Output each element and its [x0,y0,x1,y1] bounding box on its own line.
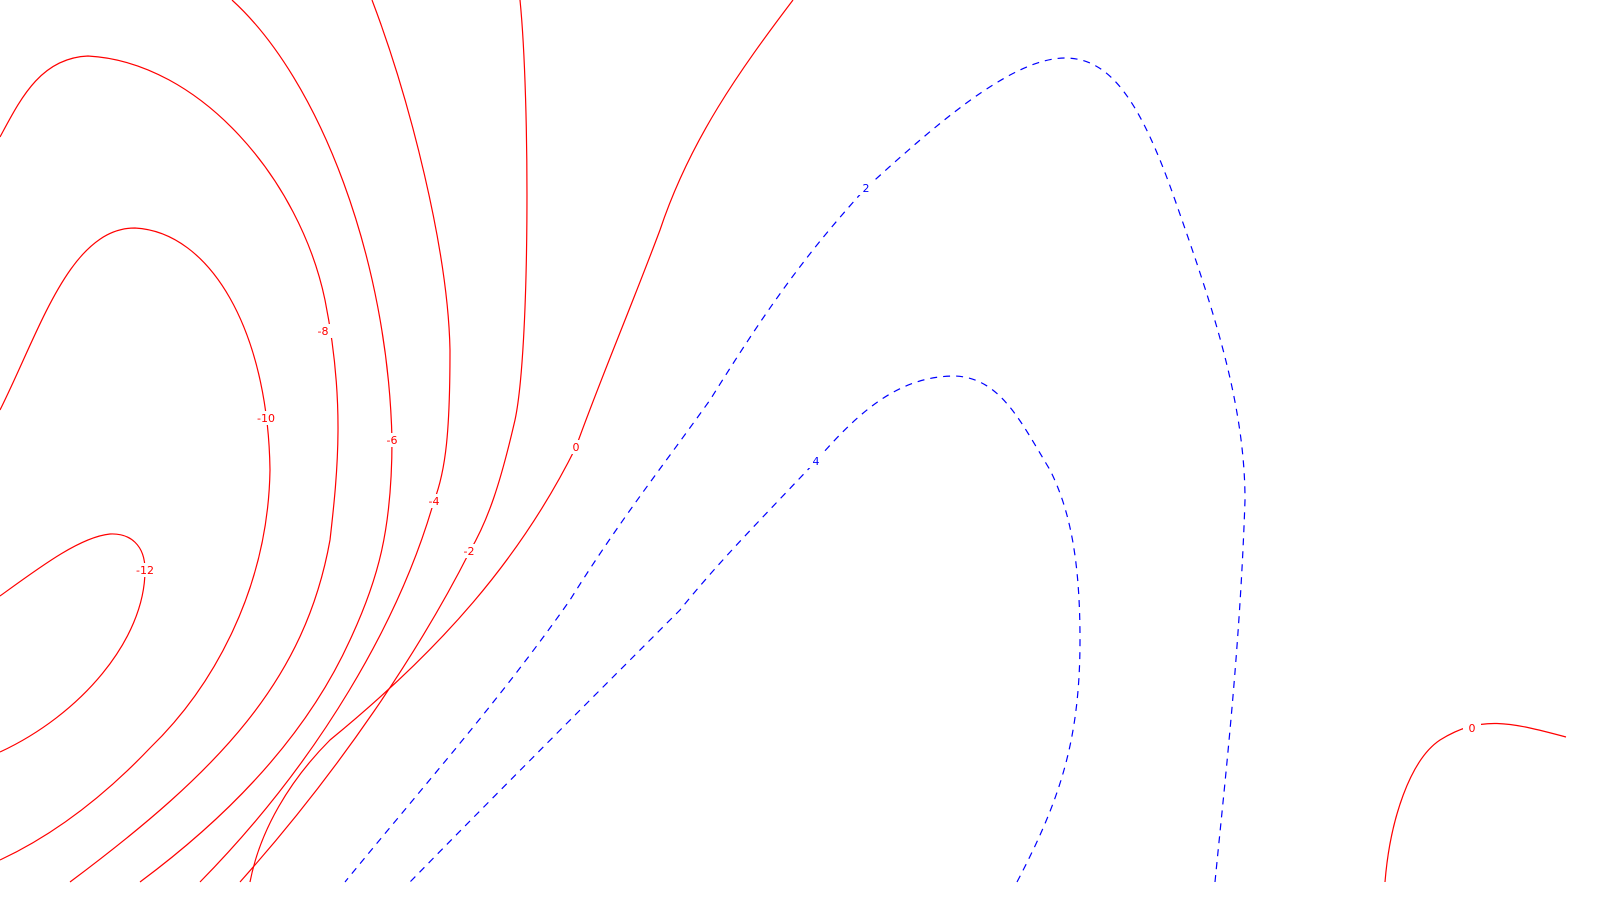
contour-label-bg-neg12 [136,563,154,577]
contour-line-neg2 [239,0,528,883]
contour-line-neg6 [139,0,393,883]
contour-label-bg-neg2 [460,544,478,558]
contour-label-neg12: -12 [136,564,154,577]
contour-labels: -12 -10 -8 -6 -4 -2 0 0 2 4 [136,181,1481,735]
contour-label-zero-a: 0 [573,441,580,454]
contour-label-neg8: -8 [318,325,329,338]
contour-label-bg-zero-b [1463,721,1481,735]
contour-label-neg6: -6 [387,434,398,447]
contour-line-neg10 [0,227,271,861]
contour-label-bg-neg6 [383,433,401,447]
contour-label-bg-pos2 [857,181,875,195]
contour-label-pos2: 2 [863,182,870,195]
contour-line-neg4 [199,0,451,883]
contour-label-bg-neg10 [257,411,275,425]
contour-line-zero-a [249,0,794,883]
contour-label-pos4: 4 [813,455,820,468]
contour-label-neg10: -10 [257,412,275,425]
contour-label-zero-b: 0 [1469,722,1476,735]
contour-line-neg12 [0,533,146,753]
contour-line-pos2 [344,57,1246,883]
contour-label-bg-neg8 [314,324,332,338]
contour-lines [0,0,1567,883]
contour-line-pos4 [409,375,1081,883]
contour-line-neg8 [0,55,339,883]
contour-label-bg-pos4 [807,454,825,468]
contour-label-neg2: -2 [464,545,475,558]
contour-label-bg-zero-a [567,440,585,454]
contour-label-bg-neg4 [425,494,443,508]
contour-label-neg4: -4 [429,495,440,508]
contour-line-zero-b [1384,722,1567,883]
